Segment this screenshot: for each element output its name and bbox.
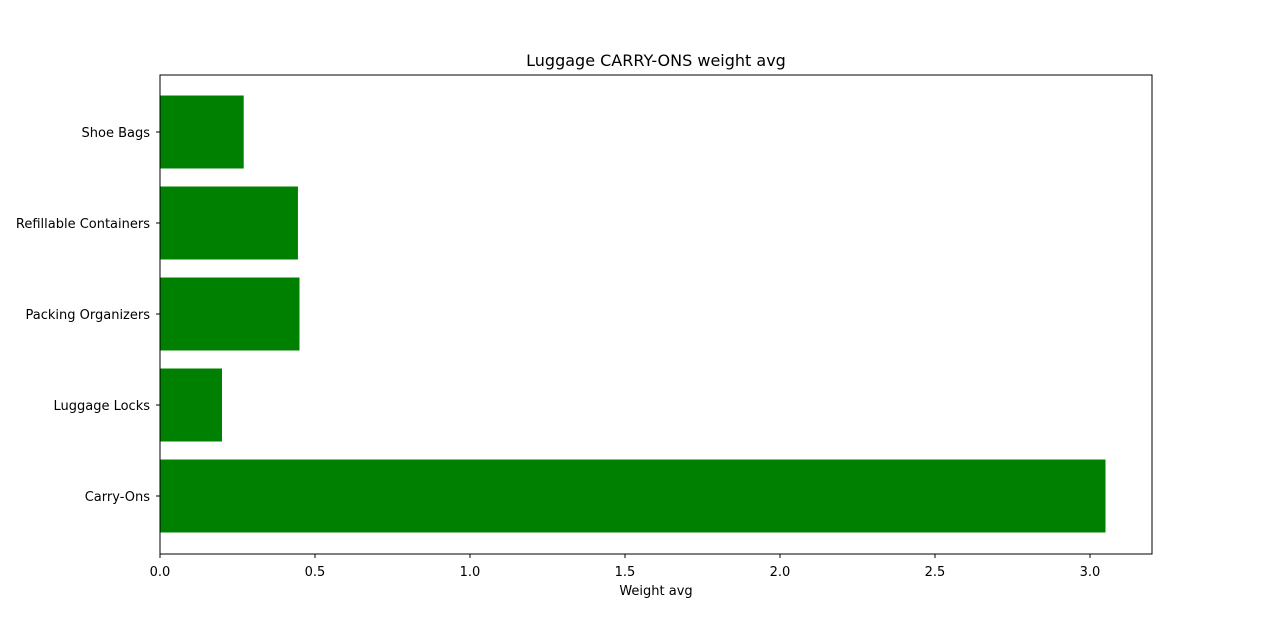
x-tick-label: 1.0 — [460, 565, 481, 580]
bars-group — [160, 95, 1106, 533]
chart-title: Luggage CARRY-ONS weight avg — [526, 51, 786, 70]
y-axis: Carry-Ons Luggage Locks Packing Organizers… — [16, 126, 160, 505]
y-tick-label: Luggage Locks — [53, 399, 150, 414]
x-axis: 0.0 0.5 1.0 1.5 2.0 2.5 3.0 — [150, 554, 1101, 580]
x-tick-label: 0.0 — [150, 565, 171, 580]
x-tick-label: 2.5 — [925, 565, 946, 580]
y-tick-label: Shoe Bags — [82, 126, 151, 141]
y-tick-label: Refillable Containers — [16, 217, 150, 232]
bar — [160, 95, 244, 169]
x-tick-label: 0.5 — [305, 565, 326, 580]
x-tick-label: 3.0 — [1080, 565, 1101, 580]
y-tick-label: Packing Organizers — [26, 308, 151, 323]
x-tick-label: 1.5 — [615, 565, 636, 580]
x-axis-label: Weight avg — [619, 584, 692, 599]
bar — [160, 186, 298, 260]
bar — [160, 368, 222, 442]
bar — [160, 277, 300, 351]
y-tick-label: Carry-Ons — [85, 490, 150, 505]
bar — [160, 459, 1106, 533]
x-tick-label: 2.0 — [770, 565, 791, 580]
